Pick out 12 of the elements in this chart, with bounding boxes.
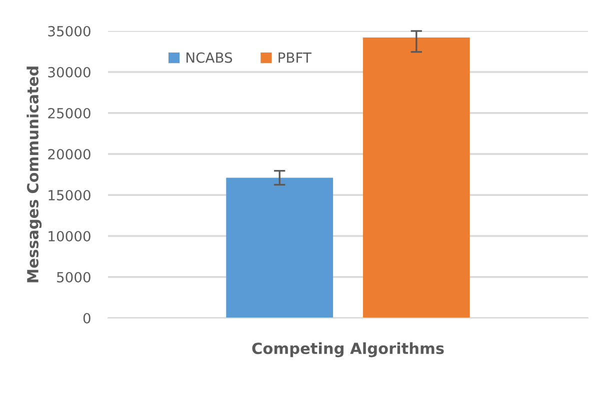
x-axis-title: Competing Algorithms	[252, 342, 444, 358]
y-tick-label: 10000	[48, 230, 90, 242]
legend-label: PBFT	[278, 52, 312, 63]
y-tick-label: 25000	[48, 108, 90, 118]
y-tick-label: 5000	[57, 272, 90, 282]
y-tick-label: 15000	[48, 190, 90, 200]
y-tick-label: 0	[83, 312, 90, 324]
y-tick-label: 35000	[48, 26, 90, 36]
y-axis-title: Messages Communicated	[26, 66, 42, 282]
legend-label: NCABS	[186, 52, 232, 63]
y-tick-label: 30000	[48, 66, 90, 78]
y-tick-label: 20000	[48, 148, 90, 160]
